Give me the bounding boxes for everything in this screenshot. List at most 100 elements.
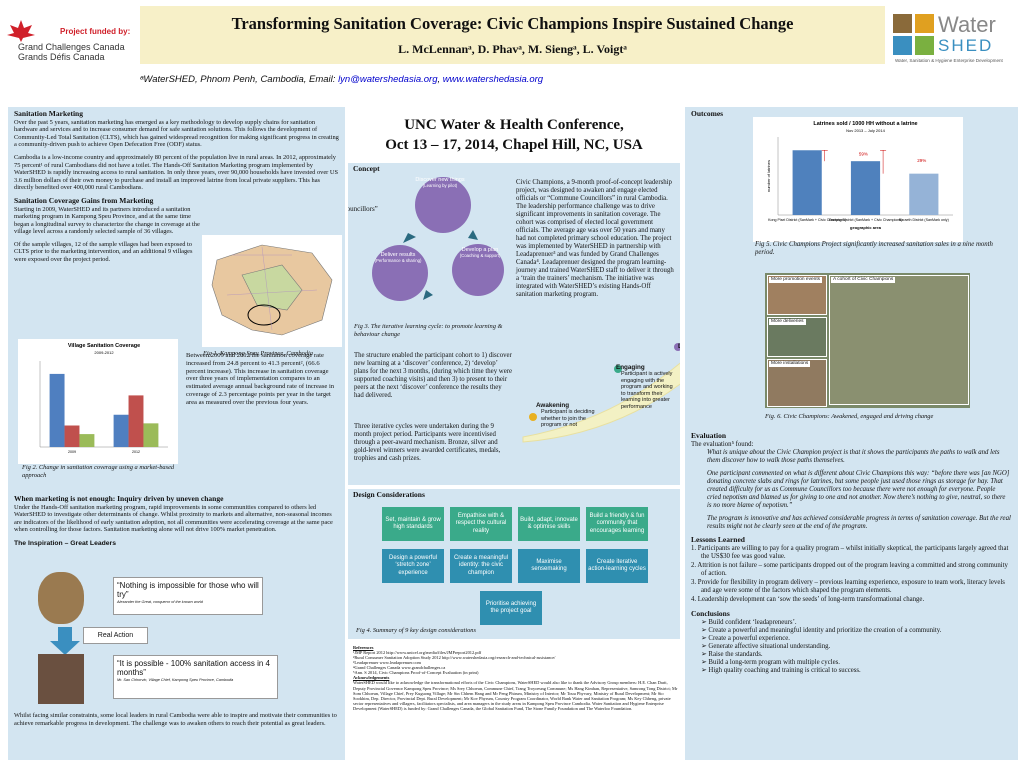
caption: Fig 1. Kampong Speu Province, Cambodia xyxy=(203,350,313,357)
x-tick-label: 2012 xyxy=(132,450,140,454)
arrow xyxy=(50,627,80,655)
y-axis-label: number of latrines xyxy=(766,160,771,192)
watershed-icon xyxy=(893,14,934,55)
heading: Design Considerations xyxy=(353,490,425,499)
acknowledgements: WaterSHED would like to acknowledge the … xyxy=(353,680,678,711)
heading: Sanitation Marketing xyxy=(14,109,83,118)
conclusion-text: Build a long-term program with multiple … xyxy=(708,658,840,666)
paragraph: The structure enabled the participant co… xyxy=(354,352,512,400)
design-box: Design a powerful ‘stretch zone’ experie… xyxy=(382,549,444,583)
photo-label: More installations xyxy=(769,361,811,367)
chart-title: Latrines sold / 1000 HH without a latrin… xyxy=(813,121,917,127)
stage: Awakening Participant is deciding whether… xyxy=(536,402,598,429)
caption: Fig 2. Change in sanitation coverage usi… xyxy=(22,464,175,479)
reference: ⁴Grand Challenges Canada www.grandchalle… xyxy=(353,665,446,671)
latrine-chart: Latrines sold / 1000 HH without a latrin… xyxy=(753,117,963,242)
caption: Fig 5. Civic Champions Project significa… xyxy=(755,241,993,257)
design-box: Set, maintain & grow high standards xyxy=(382,507,444,541)
bar xyxy=(909,173,939,215)
cycle-title: Discover new things xyxy=(415,177,465,183)
authors: L. McLennanᵃ, D. Phavᵃ, M. Siengᵃ, L. Vo… xyxy=(398,42,627,56)
design-box: Empathise with & respect the cultural re… xyxy=(450,507,512,541)
maple-leaf xyxy=(7,20,35,42)
paragraph: Civic Champions, a 9-month proof-of-conc… xyxy=(516,179,674,299)
evaluation-quote: What is unique about the Civic Champion … xyxy=(707,448,1000,464)
paragraph: Of the sample villages, 12 of the sample… xyxy=(14,240,193,263)
x-tick-label: Oudong District (SanMark + Civic Champio… xyxy=(829,218,903,222)
cycle-title: Develop a plan xyxy=(461,247,499,253)
lesson: 2. Attrition is not failure – some parti… xyxy=(691,561,1008,577)
heading: Concept xyxy=(353,164,380,173)
quote: “It is possible - 100% sanitation access… xyxy=(117,659,270,678)
paragraph: Cambodia is a low-income country and app… xyxy=(14,154,339,192)
learning-cycle xyxy=(372,177,504,301)
fragment: Councillors” xyxy=(348,205,378,213)
map xyxy=(202,235,342,347)
heading: Lessons Learned xyxy=(691,535,745,544)
cycle-step: Develop a plan (Coaching & support) xyxy=(448,247,512,259)
conference-dates: Oct 13 – 17, 2014, Chapel Hill, NC, USA xyxy=(385,137,643,153)
heading: References xyxy=(353,645,374,650)
email[interactable]: lyn@watershedasia.org xyxy=(338,74,438,85)
stage-text: Participant is actively engaging with th… xyxy=(621,371,673,410)
reference: ¹JMP Report 2012 http://www.unicef.org/m… xyxy=(353,650,482,656)
lesson: 1. Participants are willing to pay for a… xyxy=(691,544,1009,560)
annotation: 29% xyxy=(917,158,926,163)
bar xyxy=(64,425,80,447)
concept-panel xyxy=(348,163,680,485)
evaluation-quote: The program is innovative and has achiev… xyxy=(707,514,1011,530)
x-tick-label: 2009 xyxy=(68,450,76,454)
stage-text: Participant is taking responsibility for… xyxy=(678,350,680,389)
chief-photo xyxy=(38,654,84,704)
heading: Conclusions xyxy=(691,608,730,618)
photo xyxy=(767,359,827,407)
conclusion-text: Create a powerful experience. xyxy=(708,634,790,642)
paragraph: Whilst facing similar constraints, some … xyxy=(14,712,337,727)
logo-tagline: Water, Sanitation & Hygiene Enterprise D… xyxy=(895,58,1003,63)
right-column: Outcomes Latrines sold / 1000 HH without… xyxy=(685,107,1018,760)
chart-title: Village Sanitation Coverage xyxy=(68,343,140,349)
evaluation-quote: One participant commented on what is dif… xyxy=(707,469,1010,509)
design-box: Create a meaningful identity: the civic … xyxy=(450,549,512,583)
annotation: 59% xyxy=(859,152,868,157)
lesson: 4. Leadership development can ‘sow the s… xyxy=(691,595,925,603)
design-box: Create iterative action-learning cycles xyxy=(586,549,648,583)
photo-label: More promotion events xyxy=(769,277,823,283)
paragraph: Between 2009 and 2012 the sanitation cov… xyxy=(186,352,335,406)
stage-name: Driving xyxy=(678,343,680,350)
lesson: 3. Provide for flexibility in program de… xyxy=(691,578,1005,594)
stage-name: Awakening xyxy=(536,402,570,409)
caption: Fig. 6. Civic Champions: Awakened, engag… xyxy=(765,413,934,420)
bar xyxy=(792,150,822,215)
cycle-sub: (Learning by pilot) xyxy=(422,183,458,189)
affiliation: ᵃWaterSHED, Phnom Penh, Cambodia, Email: xyxy=(140,74,339,85)
design-box: Prioritise achieving the project goal xyxy=(480,591,542,625)
funded-by: Project funded by: xyxy=(60,27,131,36)
bar xyxy=(79,434,95,447)
paragraph: Starting in 2009, WaterSHED and its part… xyxy=(14,205,200,236)
x-tick-label: Kong Pisei District (SanMark + Civic Cha… xyxy=(768,218,846,222)
conclusion: ➢ Generate affective situational underst… xyxy=(701,642,831,650)
real-action: Real Action xyxy=(83,627,148,644)
heading: Outcomes xyxy=(691,109,724,118)
cycle-title: Deliver results xyxy=(380,252,416,258)
website[interactable]: www.watershedasia.org xyxy=(442,74,544,85)
chart-subtitle: Nov 2013 – July 2014 xyxy=(846,128,885,133)
stage-name: Engaging xyxy=(616,364,645,371)
paragraph: Three iterative cycles were undertaken d… xyxy=(354,423,501,463)
design-box: Build a friendly & fun community that en… xyxy=(586,507,648,541)
title: Transforming Sanitation Coverage: Civic … xyxy=(231,14,794,33)
chart-subtitle: 2009-2012 xyxy=(94,350,114,355)
heading: Evaluation xyxy=(691,431,727,440)
quote: “Nothing is impossible for those who wil… xyxy=(117,581,259,600)
bar xyxy=(128,395,144,447)
quote-box: “Nothing is impossible for those who wil… xyxy=(113,577,263,615)
conclusion: ➢ Create a powerful experience. xyxy=(701,634,790,642)
title-banner xyxy=(140,6,885,64)
bar xyxy=(143,423,159,447)
logo-shed: SHED xyxy=(938,36,994,55)
x-axis-label: geographic area xyxy=(850,225,882,230)
caption: Fig 3. The iterative learning cycle: to … xyxy=(354,323,503,338)
heading: The Inspiration – Great Leaders xyxy=(14,540,116,548)
